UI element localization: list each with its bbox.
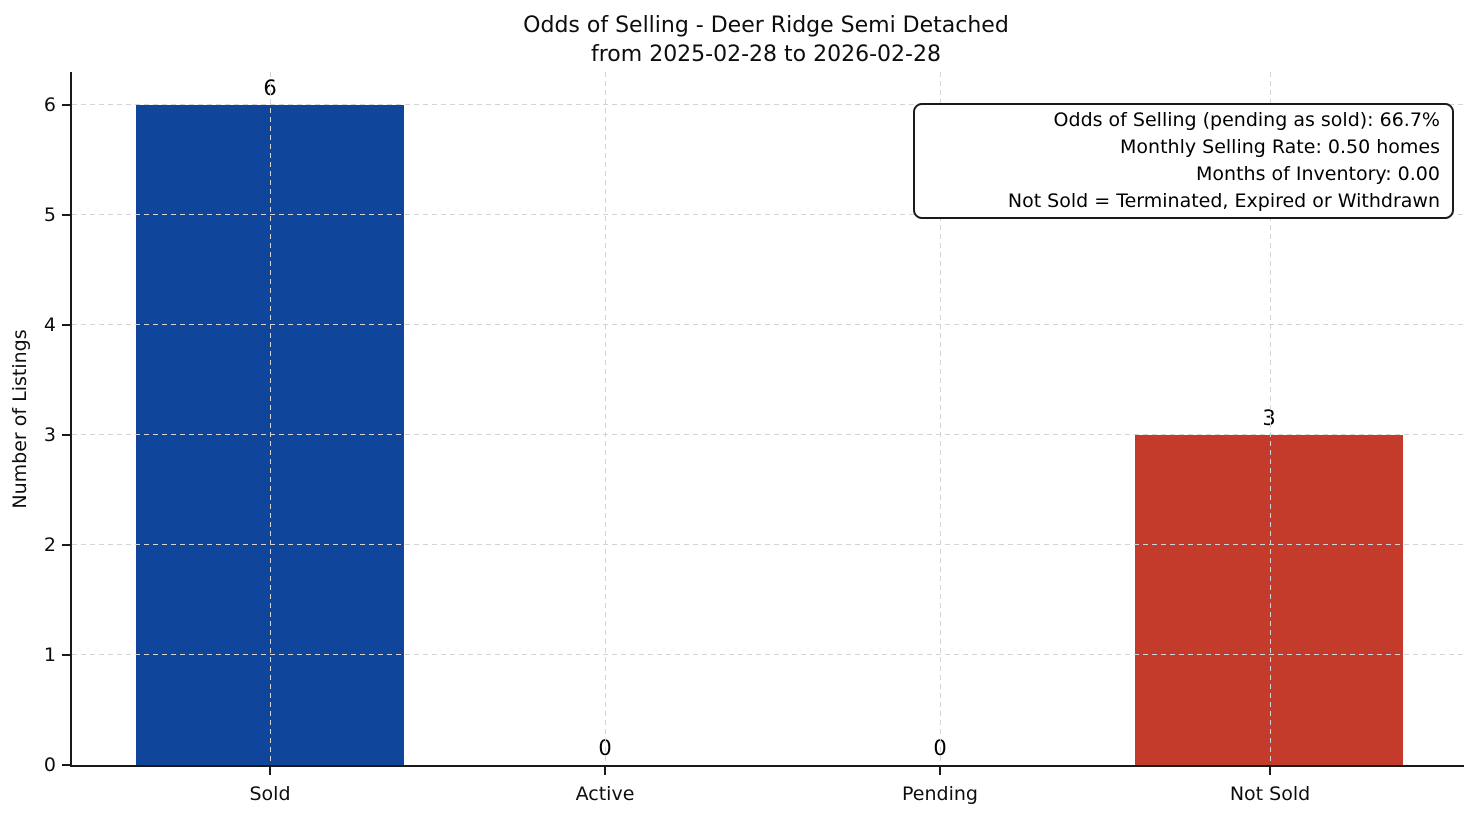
bar-value-label-pending: 0: [933, 736, 947, 760]
y-tick-label-5: 5: [43, 204, 56, 226]
y-tick-1: [62, 654, 72, 656]
y-tick-2: [62, 544, 72, 546]
y-tick-label-0: 0: [43, 754, 56, 776]
x-tick-label-pending: Pending: [902, 783, 978, 805]
y-axis-label: Number of Listings: [9, 329, 31, 509]
chart-title-block: Odds of Selling - Deer Ridge Semi Detach…: [70, 11, 1462, 69]
y-tick-4: [62, 324, 72, 326]
y-tick-0: [62, 764, 72, 766]
y-tick-label-1: 1: [43, 644, 56, 666]
y-tick-label-4: 4: [43, 314, 56, 336]
bar-slot-not-sold: 3: [1135, 72, 1403, 765]
bar-slot-sold: 6: [136, 72, 404, 765]
x-tick-label-not-sold: Not Sold: [1229, 783, 1311, 805]
x-tick-pending: [939, 767, 941, 775]
y-tick-5: [62, 214, 72, 216]
bar-slot-active: 0: [471, 72, 739, 765]
y-tick-label-6: 6: [43, 94, 56, 116]
x-tick-not-sold: [1269, 767, 1271, 775]
annotation-odds-of-selling: Odds of Selling (pending as sold): 66.7%: [1053, 109, 1440, 131]
x-tick-sold: [269, 767, 271, 775]
y-tick-6: [62, 104, 72, 106]
bar-value-label-active: 0: [598, 736, 612, 760]
annotation-monthly-selling-rate: Monthly Selling Rate: 0.50 homes: [1120, 136, 1440, 158]
stats-annotation-box: Odds of Selling (pending as sold): 66.7%…: [913, 103, 1454, 219]
chart-subtitle: from 2025-02-28 to 2026-02-28: [591, 42, 941, 67]
bar-value-label-sold: 6: [263, 76, 277, 100]
x-tick-active: [604, 767, 606, 775]
x-tick-label-sold: Sold: [249, 783, 291, 805]
chart-title: Odds of Selling - Deer Ridge Semi Detach…: [523, 13, 1009, 38]
bar-sold: [136, 105, 404, 765]
x-tick-label-active: Active: [575, 783, 635, 805]
annotation-not-sold-definition: Not Sold = Terminated, Expired or Withdr…: [1007, 190, 1440, 212]
annotation-months-of-inventory: Months of Inventory: 0.00: [1196, 163, 1440, 185]
y-tick-label-2: 2: [43, 534, 56, 556]
bar-not-sold: [1135, 435, 1403, 765]
y-tick-label-3: 3: [43, 424, 56, 446]
bar-value-label-not-sold: 3: [1262, 406, 1276, 430]
y-tick-3: [62, 434, 72, 436]
